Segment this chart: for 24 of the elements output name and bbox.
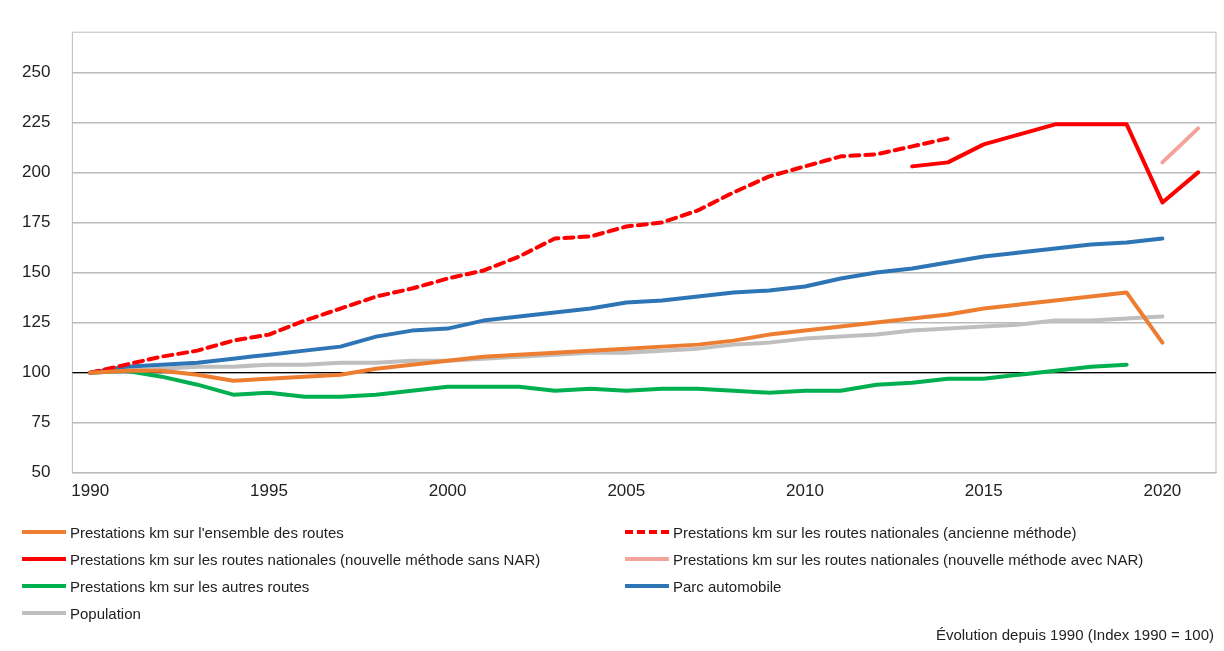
y-tick-label: 250 bbox=[21, 61, 51, 81]
legend-label: Prestations km sur les routes nationales (nouvelle méthode avec NAR) bbox=[673, 550, 1144, 568]
y-tick-label: 225 bbox=[21, 112, 51, 132]
legend-label: Parc automobile bbox=[673, 577, 782, 595]
y-tick-label: 150 bbox=[21, 262, 51, 282]
y-tick-label: 200 bbox=[21, 162, 51, 182]
x-tick-label: 2010 bbox=[786, 480, 824, 500]
x-tick-label: 2020 bbox=[1143, 480, 1182, 500]
x-tick-label: 2015 bbox=[964, 480, 1003, 500]
legend-label: Prestations km sur l'ensemble des routes bbox=[70, 523, 344, 541]
legend-label: Prestations km sur les routes nationales (nouvelle méthode sans NAR) bbox=[70, 550, 541, 568]
x-tick-label: 1995 bbox=[250, 480, 288, 500]
y-tick-label: 125 bbox=[21, 312, 51, 332]
y-tick-label: 75 bbox=[31, 412, 51, 432]
y-tick-label: 50 bbox=[31, 462, 51, 482]
y-tick-label: 175 bbox=[21, 212, 51, 232]
y-tick-label: 100 bbox=[21, 362, 51, 382]
text: Évolution depuis 1990 (Index 1990 = 100) bbox=[935, 626, 1214, 643]
legend-label: Prestations km sur les autres routes bbox=[70, 577, 310, 595]
legend-label: Prestations km sur les routes nationales (ancienne méthode) bbox=[673, 523, 1077, 541]
x-tick-label: 2000 bbox=[428, 480, 467, 500]
x-tick-label: 2005 bbox=[607, 480, 646, 500]
legend-label: Population bbox=[70, 604, 141, 622]
x-tick-label: 1990 bbox=[71, 480, 110, 500]
